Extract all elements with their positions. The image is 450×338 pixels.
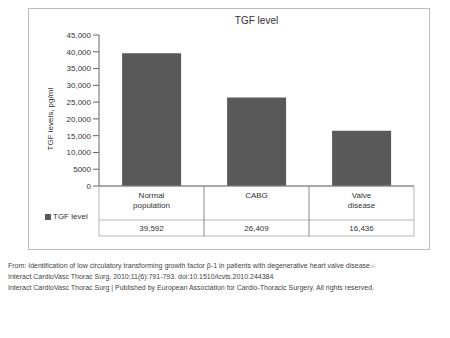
svg-text:35,000: 35,000	[67, 64, 92, 73]
svg-text:Normal: Normal	[139, 191, 165, 200]
svg-text:25,000: 25,000	[67, 98, 92, 107]
svg-text:40,000: 40,000	[67, 48, 92, 57]
svg-text:disease: disease	[348, 201, 376, 210]
svg-text:39,592: 39,592	[139, 224, 164, 233]
svg-text:45,000: 45,000	[67, 31, 92, 40]
svg-text:Valve: Valve	[352, 191, 372, 200]
svg-text:20,000: 20,000	[67, 115, 92, 124]
svg-text:CABG: CABG	[245, 191, 268, 200]
svg-text:TGF levels, pg/ml: TGF levels, pg/ml	[46, 88, 55, 151]
svg-text:15,000: 15,000	[67, 132, 92, 141]
html-text:Interact CardioVasc Thorac Sur: Interact CardioVasc Thorac Surg. 2010;11…	[8, 273, 274, 280]
svg-text:30,000: 30,000	[67, 81, 92, 90]
svg-text:10,000: 10,000	[67, 148, 92, 157]
svg-text:0: 0	[87, 182, 92, 191]
svg-text:5000: 5000	[73, 165, 91, 174]
svg-text:16,436: 16,436	[349, 224, 374, 233]
svg-text:population: population	[133, 201, 170, 210]
html-text:Interact CardioVasc Thorac Sur: Interact CardioVasc Thorac Surg | Publis…	[8, 284, 374, 291]
svg-text:26,409: 26,409	[244, 224, 269, 233]
html-text:TGF level: TGF level	[53, 212, 88, 221]
html-text:From: Identification of low ci: From: Identification of low circulatory …	[8, 262, 376, 269]
html-text:TGF level: TGF level	[234, 15, 279, 26]
